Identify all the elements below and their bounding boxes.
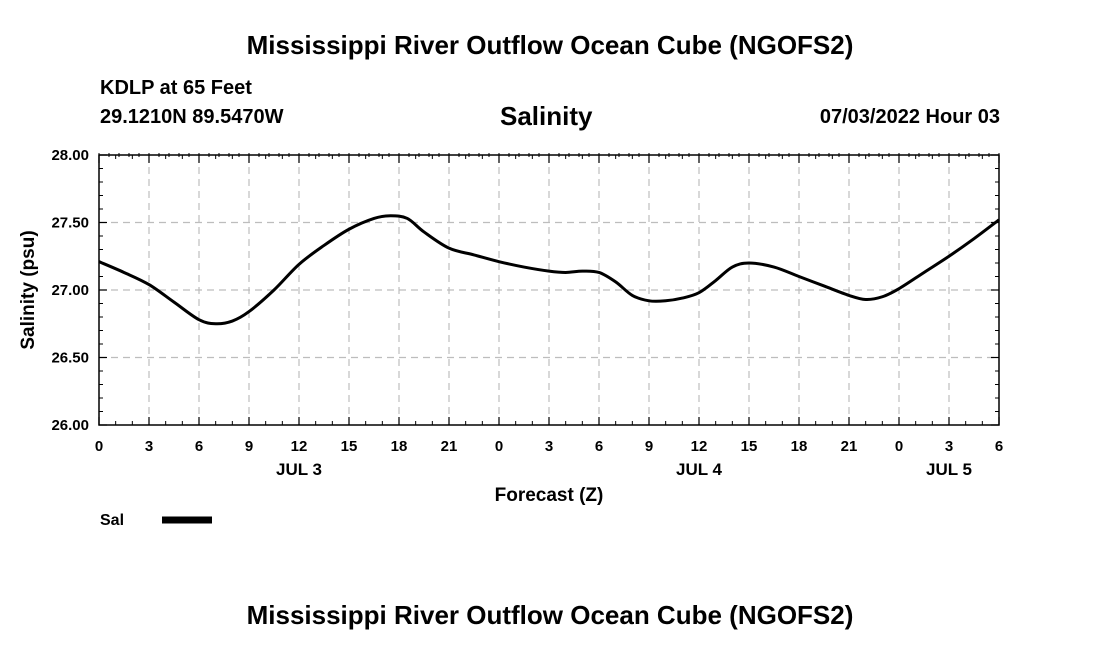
- y-tick-label: 26.50: [51, 350, 89, 367]
- x-axis-title: Forecast (Z): [495, 485, 604, 506]
- date-label: JUL 4: [676, 460, 723, 479]
- y-tick-label: 26.00: [51, 417, 89, 434]
- x-tick-label: 21: [441, 438, 458, 455]
- station-label: KDLP at 65 Feet: [100, 77, 252, 99]
- x-tick-label: 9: [245, 438, 253, 455]
- y-tick-label: 27.50: [51, 215, 89, 232]
- variable-subtitle: Salinity: [500, 101, 593, 131]
- station-coordinates: 29.1210N 89.5470W: [100, 106, 284, 128]
- y-axis-title: Salinity (psu): [18, 230, 39, 349]
- y-tick-label: 28.00: [51, 147, 89, 164]
- x-tick-label: 18: [391, 438, 408, 455]
- x-tick-label: 6: [195, 438, 203, 455]
- x-tick-label: 21: [841, 438, 858, 455]
- series-layer: [98, 214, 1000, 326]
- date-label: JUL 3: [276, 460, 322, 479]
- x-tick-label: 3: [145, 438, 153, 455]
- axis-ticks: [98, 154, 1000, 426]
- footer-title: Mississippi River Outflow Ocean Cube (NG…: [246, 600, 854, 630]
- x-tick-label: 3: [545, 438, 553, 455]
- x-tick-label: 0: [495, 438, 503, 455]
- x-tick-label: 12: [691, 438, 708, 455]
- date-label: JUL 5: [926, 460, 972, 479]
- legend-label: Sal: [100, 512, 124, 529]
- y-tick-label: 27.00: [51, 282, 89, 299]
- axis-labels: Forecast (Z) Salinity (psu) 0 3 6 9 12 15 18 21…: [18, 147, 1003, 506]
- series-line-sal: [98, 214, 1000, 326]
- x-tick-label: 12: [291, 438, 308, 455]
- legend: Sal: [100, 512, 212, 529]
- grid-lines: [99, 155, 999, 425]
- x-tick-label: 9: [645, 438, 653, 455]
- x-tick-label: 6: [595, 438, 603, 455]
- x-tick-label: 15: [341, 438, 358, 455]
- chart-title: Mississippi River Outflow Ocean Cube (NG…: [246, 30, 854, 60]
- x-tick-label: 0: [95, 438, 103, 455]
- x-tick-label: 6: [995, 438, 1003, 455]
- x-tick-label: 15: [741, 438, 758, 455]
- x-tick-label: 18: [791, 438, 808, 455]
- forecast-datetime: 07/03/2022 Hour 03: [819, 106, 1000, 128]
- x-tick-label: 0: [895, 438, 903, 455]
- x-tick-label: 3: [945, 438, 953, 455]
